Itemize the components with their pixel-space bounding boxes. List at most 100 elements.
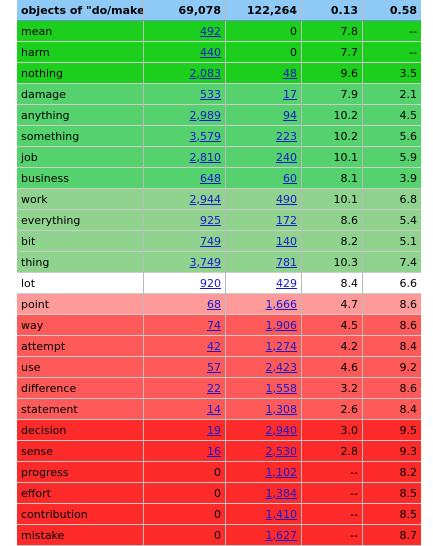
freq-make-link[interactable]: 2,940 [265, 423, 298, 437]
freq-make-cell: 429 [225, 272, 302, 294]
freq-make-link[interactable]: 240 [276, 150, 297, 164]
table-row: work 2,944 490 10.1 6.8 [17, 188, 421, 210]
score-make-cell: 8.4 [399, 339, 418, 353]
freq-make-link[interactable]: 2,423 [265, 360, 298, 374]
freq-do-link[interactable]: 648 [200, 171, 221, 185]
table-row: business 648 60 8.1 3.9 [17, 167, 421, 189]
word-cell: contribution [17, 503, 144, 525]
score-make-cell: 8.5 [399, 486, 418, 500]
freq-make-cell: 0 [225, 41, 302, 63]
freq-make-link[interactable]: 48 [283, 66, 297, 80]
freq-do-value: 0 [214, 486, 221, 500]
freq-do-value: 0 [214, 528, 221, 542]
word-cell: everything [17, 209, 144, 231]
freq-do-cell: 14 [143, 398, 226, 420]
freq-do-link[interactable]: 14 [207, 402, 221, 416]
freq-do-cell: 2,944 [143, 188, 226, 210]
table-row: sense 16 2,530 2.8 9.3 [17, 440, 421, 462]
freq-do-link[interactable]: 22 [207, 381, 221, 395]
table-row: use 57 2,423 4.6 9.2 [17, 356, 421, 378]
freq-make-link[interactable]: 490 [276, 192, 297, 206]
freq-do-link[interactable]: 2,989 [189, 108, 222, 122]
freq-make-link[interactable]: 223 [276, 129, 297, 143]
freq-make-link[interactable]: 60 [283, 171, 297, 185]
freq-make-cell: 1,666 [225, 293, 302, 315]
freq-do-link[interactable]: 533 [200, 87, 221, 101]
score-do-cell: 10.3 [301, 251, 363, 273]
freq-do-link[interactable]: 16 [207, 444, 221, 458]
freq-do-link[interactable]: 2,810 [189, 150, 222, 164]
freq-make-link[interactable]: 1,384 [265, 486, 298, 500]
freq-do-cell: 19 [143, 419, 226, 441]
freq-do-link[interactable]: 749 [200, 234, 221, 248]
freq-make-link[interactable]: 1,558 [265, 381, 298, 395]
freq-make-link[interactable]: 1,906 [265, 318, 298, 332]
freq-make-link[interactable]: 1,308 [265, 402, 298, 416]
freq-make-link[interactable]: 2,530 [265, 444, 298, 458]
freq-do-link[interactable]: 920 [200, 276, 221, 290]
word-cell: difference [17, 377, 144, 399]
freq-do-value: 0 [214, 465, 221, 479]
freq-do-cell: 3,749 [143, 251, 226, 273]
freq-do-link[interactable]: 42 [207, 339, 221, 353]
freq-do-cell: 925 [143, 209, 226, 231]
table-row: effort 0 1,384 -- 8.5 [17, 482, 421, 504]
freq-make-link[interactable]: 1,274 [265, 339, 298, 353]
score-make-cell: 8.4 [399, 402, 418, 416]
freq-do-link[interactable]: 2,083 [189, 66, 222, 80]
word-cell: way [17, 314, 144, 336]
freq-do-link[interactable]: 57 [207, 360, 221, 374]
freq-do-link[interactable]: 492 [200, 24, 221, 38]
freq-do-link[interactable]: 3,579 [189, 129, 222, 143]
freq-do-link[interactable]: 2,944 [189, 192, 222, 206]
score-make-cell: 8.6 [399, 381, 418, 395]
score-do-cell: -- [301, 524, 363, 546]
word-cell: effort [17, 482, 144, 504]
freq-make-link[interactable]: 172 [276, 213, 297, 227]
freq-make-cell: 1,906 [225, 314, 302, 336]
freq-make-link[interactable]: 781 [276, 255, 297, 269]
score-make-cell: 3.9 [399, 171, 418, 185]
freq-do-cell: 57 [143, 356, 226, 378]
freq-make-cell: 781 [225, 251, 302, 273]
score-do-cell: -- [301, 461, 363, 483]
freq-do-link[interactable]: 925 [200, 213, 221, 227]
freq-do-link[interactable]: 68 [207, 297, 221, 311]
freq-do-cell: 648 [143, 167, 226, 189]
word-cell: business [17, 167, 144, 189]
score-do-cell: -- [301, 503, 363, 525]
freq-do-link[interactable]: 19 [207, 423, 221, 437]
freq-do-link[interactable]: 74 [207, 318, 221, 332]
freq-make-link[interactable]: 429 [276, 276, 297, 290]
freq-do-link[interactable]: 3,749 [189, 255, 222, 269]
freq-make-cell: 1,627 [225, 524, 302, 546]
freq-do-link[interactable]: 440 [200, 45, 221, 59]
freq-make-cell: 172 [225, 209, 302, 231]
score-make-cell: 9.2 [399, 360, 418, 374]
freq-make-link[interactable]: 94 [283, 108, 297, 122]
score-do-cell: 10.2 [301, 125, 363, 147]
collocation-table: objects of "do/make" 69,078 122,264 0.13… [17, 0, 421, 546]
score-make-cell: 7.4 [399, 255, 418, 269]
score-do-cell: 2.6 [301, 398, 363, 420]
freq-do-cell: 0 [143, 524, 226, 546]
freq-make-link[interactable]: 1,410 [265, 507, 298, 521]
score-make-cell: 5.1 [399, 234, 418, 248]
freq-make-link[interactable]: 1,627 [265, 528, 298, 542]
score-do-cell: 10.1 [301, 188, 363, 210]
word-cell: progress [17, 461, 144, 483]
word-cell: use [17, 356, 144, 378]
freq-make-link[interactable]: 1,102 [265, 465, 298, 479]
freq-do-cell: 492 [143, 20, 226, 42]
table-row: damage 533 17 7.9 2.1 [17, 83, 421, 105]
freq-make-link[interactable]: 1,666 [265, 297, 298, 311]
table-row: progress 0 1,102 -- 8.2 [17, 461, 421, 483]
word-cell: sense [17, 440, 144, 462]
freq-make-link[interactable]: 17 [283, 87, 297, 101]
table-row: way 74 1,906 4.5 8.6 [17, 314, 421, 336]
freq-do-cell: 16 [143, 440, 226, 462]
freq-make-link[interactable]: 140 [276, 234, 297, 248]
freq-make-cell: 2,530 [225, 440, 302, 462]
score-do-cell: 4.6 [301, 356, 363, 378]
word-cell: mistake [17, 524, 144, 546]
